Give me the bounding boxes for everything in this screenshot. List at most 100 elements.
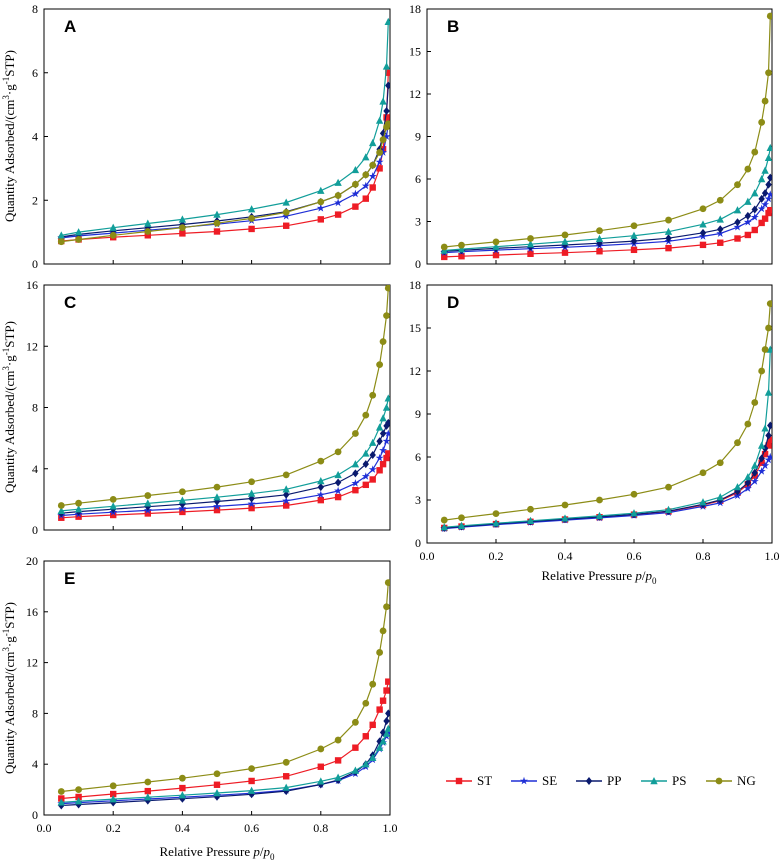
data-point-se	[761, 200, 770, 208]
panel-letter: B	[447, 17, 459, 36]
data-point-pp	[630, 237, 638, 246]
y-tick-label: 16	[26, 605, 38, 619]
data-point-st	[248, 225, 255, 233]
data-point-ng	[561, 501, 569, 509]
data-point-se	[368, 465, 377, 473]
data-point-se	[213, 502, 221, 510]
data-point-ps	[57, 798, 65, 806]
data-point-ps	[379, 414, 387, 422]
data-point-ps	[369, 138, 377, 147]
data-point-ps	[457, 245, 466, 253]
data-point-st	[334, 211, 342, 218]
data-point-st	[213, 506, 221, 514]
data-point-st	[352, 744, 359, 751]
data-point-ng	[248, 478, 256, 486]
data-point-pp	[717, 225, 724, 234]
data-point-st	[734, 235, 741, 242]
data-point-pp	[744, 478, 752, 487]
panel-letter: E	[64, 569, 75, 588]
data-point-pp	[767, 421, 772, 430]
data-point-ps	[57, 231, 65, 239]
legend-item-se: SE	[511, 773, 557, 788]
data-point-ps	[74, 228, 83, 236]
data-point-ps	[375, 743, 384, 751]
y-tick-label: 18	[409, 2, 421, 16]
legend-label: PS	[672, 773, 686, 788]
y-tick-label: 18	[409, 278, 421, 292]
data-point-ps	[57, 506, 65, 515]
data-point-ng	[492, 238, 500, 246]
data-point-pp	[758, 194, 765, 203]
data-point-pp	[283, 490, 290, 499]
data-point-ps	[716, 493, 724, 501]
data-point-ps	[526, 240, 535, 248]
data-point-ps	[74, 505, 83, 513]
data-point-ps	[757, 441, 766, 449]
y-tick-label: 9	[415, 130, 421, 144]
data-point-ng	[384, 120, 390, 128]
data-point-ng	[75, 499, 82, 507]
data-point-st	[383, 114, 390, 121]
x-tick-label: 0.4	[558, 549, 573, 563]
data-point-ng	[630, 222, 638, 230]
data-point-ng	[758, 367, 766, 375]
data-point-ng	[383, 603, 390, 611]
legend-marker-ng	[715, 777, 723, 785]
data-point-ng	[144, 778, 152, 786]
data-point-pp	[699, 228, 707, 237]
data-point-ng	[213, 770, 221, 778]
data-point-ps	[492, 519, 500, 527]
data-point-ps	[362, 153, 370, 161]
data-point-ng	[744, 420, 752, 428]
data-point-ng	[179, 488, 186, 496]
data-point-pp	[317, 483, 324, 492]
data-point-ng	[282, 471, 290, 479]
data-point-st	[144, 232, 151, 239]
data-point-ps	[595, 511, 604, 520]
data-point-st	[179, 230, 186, 237]
data-point-se	[316, 490, 325, 499]
data-point-se	[379, 148, 388, 156]
y-tick-label: 8	[32, 2, 38, 16]
x-tick-label: 0.8	[696, 549, 711, 563]
data-point-st	[379, 460, 387, 468]
data-point-se	[247, 499, 256, 508]
data-point-ps	[213, 493, 221, 501]
data-point-se	[351, 189, 360, 198]
panels-layer: 0 2 4 6 8 A 0 3 6 9 12 15 18 B 0 4 8 12 16 C 0 3 6 9 12 15 18 0.0 0.…	[26, 2, 780, 835]
data-point-st	[767, 436, 772, 443]
data-point-st	[362, 481, 369, 489]
x-tick-label: 0.0	[37, 821, 52, 835]
data-point-st	[369, 476, 376, 483]
data-point-ng	[665, 483, 672, 491]
legend-label: SE	[542, 773, 557, 788]
data-point-se	[764, 194, 772, 203]
legend-label: ST	[477, 773, 492, 788]
data-point-ps	[744, 473, 752, 481]
data-point-se	[743, 218, 752, 226]
data-point-ng	[734, 439, 741, 447]
data-point-ng	[376, 649, 384, 656]
data-point-ps	[764, 153, 772, 161]
y-tick-label: 8	[32, 706, 38, 720]
data-point-st	[283, 502, 290, 509]
legend-marker-ps	[650, 777, 658, 785]
data-point-ps	[761, 166, 769, 174]
data-point-se	[766, 190, 772, 198]
data-point-st	[765, 442, 772, 449]
data-point-st	[376, 467, 383, 474]
y-tick-label: 0	[32, 257, 38, 271]
data-point-ng	[734, 181, 741, 189]
data-point-pp	[761, 189, 769, 198]
data-point-ng	[716, 459, 724, 467]
data-point-ps	[744, 197, 752, 205]
data-point-ng	[744, 165, 752, 173]
data-point-st	[213, 228, 221, 235]
data-point-st	[665, 244, 672, 252]
data-point-ps	[178, 791, 187, 799]
data-point-st	[283, 773, 290, 780]
data-point-ps	[144, 219, 152, 227]
x-tick-label: 0.8	[313, 821, 328, 835]
data-point-pp	[376, 437, 383, 446]
data-point-ng	[458, 241, 465, 249]
